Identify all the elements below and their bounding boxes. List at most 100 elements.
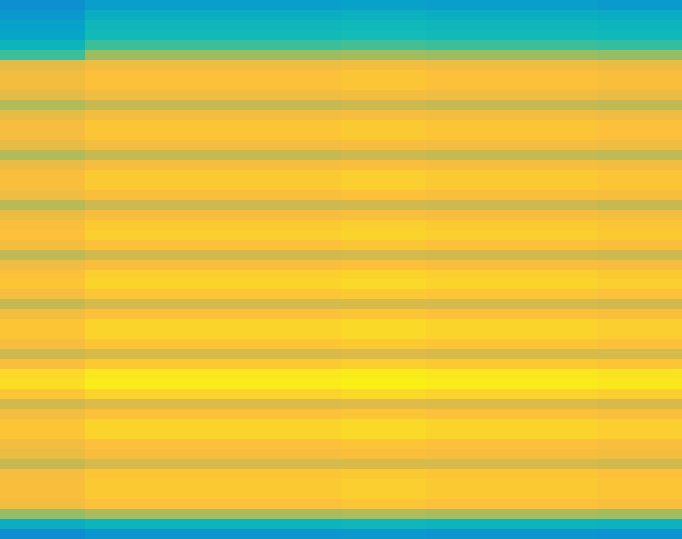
heatmap-cell (341, 399, 427, 409)
heatmap-cell (426, 240, 512, 250)
heatmap-cell (171, 150, 257, 160)
heatmap-cell (426, 200, 512, 210)
heatmap-cell (85, 409, 171, 419)
heatmap-cell (85, 509, 171, 519)
heatmap-cell (0, 50, 86, 60)
heatmap-cell (341, 409, 427, 419)
heatmap-cell (0, 170, 86, 180)
heatmap-cell (256, 349, 342, 359)
heatmap-cell (0, 100, 86, 110)
heatmap-cell (256, 329, 342, 339)
heatmap-cell (426, 50, 512, 60)
heatmap-cell (341, 10, 427, 20)
heatmap-cell (171, 419, 257, 429)
heatmap-cell (85, 529, 171, 539)
heatmap-cell (426, 519, 512, 529)
heatmap-cell (512, 110, 598, 120)
heatmap-cell (341, 369, 427, 379)
heatmap-cell (171, 389, 257, 399)
heatmap-cell (256, 30, 342, 40)
heatmap-cell (597, 10, 682, 20)
heatmap-cell (171, 50, 257, 60)
heatmap-cell (85, 40, 171, 50)
heatmap-cell (597, 30, 682, 40)
heatmap-cell (341, 339, 427, 349)
heatmap-cell (171, 90, 257, 100)
heatmap-cell (341, 499, 427, 509)
heatmap-cell (256, 270, 342, 280)
heatmap-cell (512, 459, 598, 469)
heatmap-cell (171, 120, 257, 130)
heatmap-cell (0, 369, 86, 379)
heatmap-cell (85, 499, 171, 509)
heatmap-cell (426, 60, 512, 70)
heatmap-cell (85, 379, 171, 389)
heatmap-cell (0, 80, 86, 90)
heatmap-cell (341, 140, 427, 150)
heatmap-cell (0, 150, 86, 160)
heatmap-cell (512, 439, 598, 449)
heatmap-cell (256, 479, 342, 489)
heatmap-cell (0, 379, 86, 389)
heatmap-cell (512, 210, 598, 220)
heatmap-cell (341, 0, 427, 10)
heatmap-cell (341, 120, 427, 130)
heatmap-cell (0, 479, 86, 489)
heatmap-cell (0, 160, 86, 170)
heatmap-cell (512, 160, 598, 170)
heatmap-cell (0, 349, 86, 359)
heatmap-cell (341, 509, 427, 519)
heatmap-cell (512, 130, 598, 140)
heatmap-cell (171, 299, 257, 309)
heatmap-cell (597, 40, 682, 50)
heatmap-cell (426, 489, 512, 499)
heatmap-cell (597, 459, 682, 469)
heatmap-cell (512, 200, 598, 210)
heatmap-cell (0, 389, 86, 399)
heatmap-cell (597, 210, 682, 220)
heatmap-cell (0, 279, 86, 289)
heatmap-cell (512, 499, 598, 509)
heatmap-cell (85, 449, 171, 459)
heatmap-cell (426, 210, 512, 220)
heatmap-cell (597, 50, 682, 60)
heatmap-cell (171, 319, 257, 329)
heatmap-cell (597, 220, 682, 230)
heatmap-cell (426, 479, 512, 489)
heatmap-cell (171, 270, 257, 280)
heatmap-cell (426, 110, 512, 120)
heatmap-cell (597, 369, 682, 379)
heatmap-cell (256, 459, 342, 469)
heatmap-cell (0, 30, 86, 40)
heatmap-cell (85, 20, 171, 30)
heatmap-cell (597, 289, 682, 299)
heatmap-cell (171, 10, 257, 20)
heatmap-cell (171, 339, 257, 349)
heatmap-cell (85, 120, 171, 130)
heatmap-cell (85, 250, 171, 260)
heatmap-cell (426, 409, 512, 419)
heatmap-cell (256, 359, 342, 369)
heatmap-cell (171, 230, 257, 240)
heatmap-cell (256, 20, 342, 30)
heatmap-cell (85, 210, 171, 220)
heatmap-cell (512, 339, 598, 349)
heatmap-cell (426, 0, 512, 10)
heatmap-cell (341, 150, 427, 160)
heatmap-cell (512, 329, 598, 339)
heatmap-cell (341, 90, 427, 100)
heatmap-cell (426, 80, 512, 90)
heatmap-cell (512, 190, 598, 200)
heatmap-cell (597, 509, 682, 519)
heatmap-cell (341, 419, 427, 429)
heatmap-cell (426, 459, 512, 469)
heatmap-cell (512, 399, 598, 409)
heatmap-cell (341, 200, 427, 210)
heatmap-cell (597, 110, 682, 120)
heatmap-cell (597, 120, 682, 130)
heatmap-cell (426, 100, 512, 110)
heatmap-cell (0, 529, 86, 539)
heatmap-cell (85, 0, 171, 10)
heatmap-cell (85, 339, 171, 349)
heatmap-cell (171, 479, 257, 489)
